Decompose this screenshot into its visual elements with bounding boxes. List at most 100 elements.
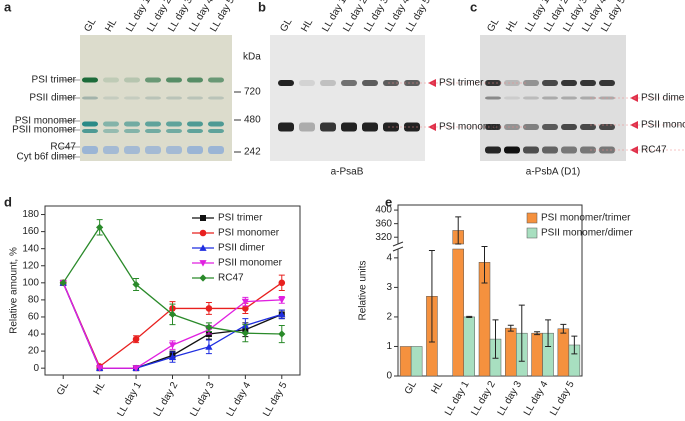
gel-band	[542, 124, 558, 130]
x-tick-label: GL	[55, 380, 71, 397]
x-tick-label: LL day 4	[225, 380, 254, 416]
gel-band	[145, 129, 161, 133]
gel-band	[320, 122, 336, 132]
gel-band	[166, 146, 182, 154]
gel-band	[561, 80, 577, 86]
gel-band	[523, 96, 539, 100]
y-tick-label: 80	[28, 295, 40, 306]
gel-band	[166, 96, 182, 100]
panel-label: e	[385, 194, 392, 209]
gel-band	[145, 146, 161, 154]
error-bar	[492, 319, 499, 359]
x-tick-label: HL	[92, 380, 108, 397]
marker	[132, 335, 140, 343]
gel-band	[561, 146, 577, 154]
axis-break	[393, 244, 403, 249]
y-tick-label: 120	[22, 260, 39, 271]
gel-band	[208, 146, 224, 154]
gel-band	[103, 96, 119, 100]
marker	[200, 215, 206, 221]
y-tick-label: 140	[22, 243, 39, 254]
legend-swatch	[526, 212, 538, 224]
y-tick-label: 40	[28, 329, 40, 340]
bar	[452, 248, 464, 377]
y-tick-label: 100	[22, 277, 39, 288]
marker	[59, 279, 67, 287]
gel-band	[278, 80, 294, 86]
y-tick-label: 20	[28, 346, 40, 357]
gel-band	[561, 124, 577, 130]
gel-band	[580, 80, 596, 86]
gel-band	[82, 146, 98, 154]
y-axis-label: Relative amount, %	[9, 247, 20, 334]
marker	[205, 305, 213, 312]
y-tick-label: 360	[375, 218, 392, 229]
band-label: PSI trimer	[439, 78, 484, 89]
gel-band	[103, 121, 119, 127]
error-bar	[507, 324, 514, 332]
gel-band	[124, 129, 140, 133]
y-tick-label: 160	[22, 226, 39, 237]
y-tick-label: 2	[386, 312, 392, 323]
axis-break-mark	[392, 241, 404, 252]
legend-label: PSII monomer	[218, 258, 283, 269]
gel-band	[166, 77, 182, 83]
lane-label: HL	[103, 17, 119, 34]
error-bar	[455, 216, 462, 245]
gel-band	[341, 122, 357, 132]
bar	[399, 346, 412, 377]
gel-band	[599, 80, 615, 86]
gel-band	[278, 122, 294, 132]
gel-band	[124, 77, 140, 83]
legend-label: PSII monomer/dimer	[541, 228, 633, 239]
bar	[410, 346, 423, 377]
marker	[199, 229, 207, 237]
gel-band	[124, 146, 140, 154]
marker	[205, 323, 213, 331]
y-tick-label: 320	[375, 232, 392, 243]
marker	[278, 279, 286, 287]
panel-label: d	[4, 194, 12, 209]
error-bar	[534, 331, 541, 336]
error-bar	[428, 249, 435, 343]
gel-band	[208, 121, 224, 127]
gel-band	[208, 77, 224, 83]
marker	[96, 223, 104, 231]
marker	[168, 342, 177, 349]
legend-label: PSI trimer	[218, 213, 263, 224]
gel-band	[320, 80, 336, 86]
caption: a-PsbA (D1)	[526, 167, 580, 178]
marker	[199, 274, 207, 282]
gel-band	[82, 96, 98, 100]
kda-label: 720	[244, 87, 261, 98]
gel-band	[145, 121, 161, 127]
x-tick-label: LL day 3	[188, 380, 217, 416]
gel-band	[166, 121, 182, 127]
bar	[531, 332, 543, 377]
kda-label: 242	[244, 147, 261, 158]
gel-band	[504, 146, 520, 154]
bar	[557, 328, 570, 377]
gel-band	[580, 146, 596, 154]
gel-band	[82, 77, 98, 83]
x-tick-label: LL day 1	[443, 379, 472, 416]
gel	[480, 35, 626, 161]
band-label: PSII monomer	[641, 120, 685, 131]
gel-band	[523, 124, 539, 130]
caption: a-PsaB	[331, 167, 364, 178]
gel-band	[341, 80, 357, 86]
y-tick-label: 1	[386, 341, 392, 352]
marker	[96, 365, 104, 372]
gel-band	[124, 121, 140, 127]
gel-band	[166, 129, 182, 133]
x-tick-label: LL day 3	[496, 379, 525, 416]
y-tick-label: 0	[33, 363, 39, 374]
band-label: PSI monomer	[439, 122, 501, 133]
x-tick-label: LL day 2	[469, 379, 498, 416]
gel-band	[362, 80, 378, 86]
gel-band	[145, 77, 161, 83]
gel-band	[580, 124, 596, 130]
band-label: PSII dimer	[29, 93, 76, 104]
marker	[199, 260, 207, 267]
gel-band	[187, 96, 203, 100]
